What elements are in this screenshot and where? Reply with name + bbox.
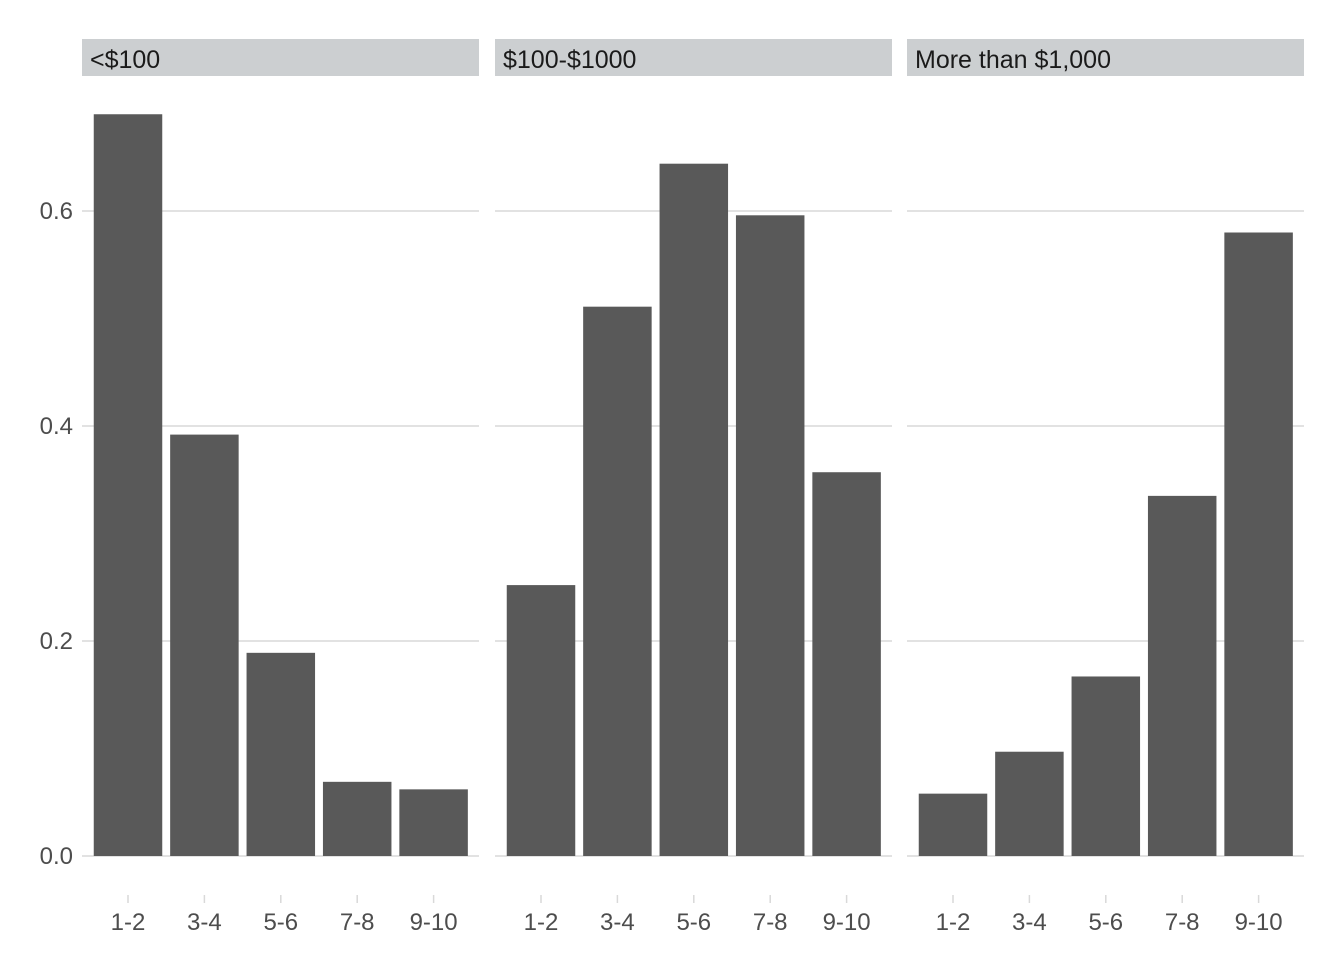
bar-7-8 [1147,495,1217,856]
x-tick-label: 1-2 [111,909,146,936]
facet-strip [82,39,479,76]
bar-7-8 [322,781,392,856]
x-tick-label: 1-2 [524,909,559,936]
bar-5-6 [659,163,729,856]
y-tick-label: 0.2 [40,628,73,655]
y-tick-label: 0.6 [40,198,73,225]
x-tick-label: 3-4 [1012,909,1047,936]
facet-strip [907,39,1304,76]
x-tick-label: 5-6 [263,909,298,936]
bar-1-2 [93,114,163,856]
bar-3-4 [583,306,652,856]
x-tick-label: 7-8 [1165,909,1200,936]
x-tick-label: 5-6 [676,909,711,936]
x-tick-label: 7-8 [340,909,375,936]
x-tick-label: 9-10 [1235,909,1283,936]
bar-1-2 [918,793,988,856]
facet-strip-label: $100-$1000 [503,46,636,74]
x-tick-label: 9-10 [410,909,458,936]
x-tick-label: 7-8 [753,909,788,936]
x-tick-label: 5-6 [1088,909,1123,936]
x-tick-label: 1-2 [936,909,971,936]
facet-strip [495,39,892,76]
bar-9-10 [399,789,468,856]
bar-5-6 [246,652,316,856]
bar-9-10 [812,472,881,856]
x-tick-label: 3-4 [187,909,222,936]
x-tick-label: 9-10 [823,909,871,936]
bar-1-2 [506,585,576,856]
y-tick-label: 0.4 [40,413,73,440]
facet-strip-label: <$100 [90,46,160,74]
facet-strip-label: More than $1,000 [915,46,1111,74]
x-tick-label: 3-4 [600,909,635,936]
bar-5-6 [1071,676,1141,856]
bar-3-4 [995,751,1064,856]
bar-9-10 [1224,232,1293,856]
y-tick-label: 0.0 [40,843,73,870]
bar-7-8 [735,215,805,857]
bar-3-4 [170,434,239,856]
